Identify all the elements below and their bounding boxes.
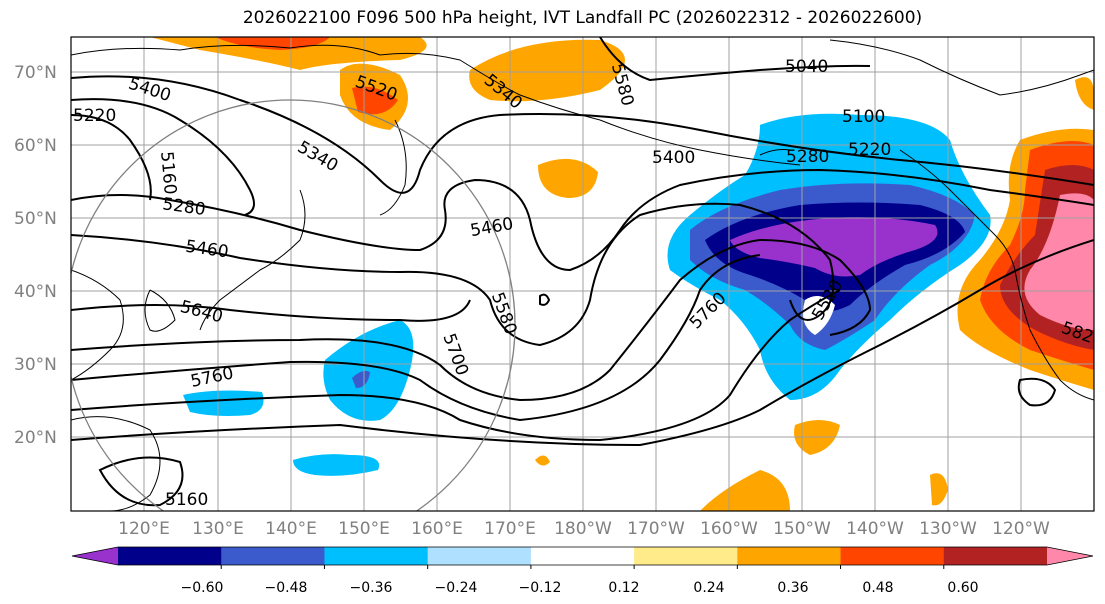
contour-label: 5220 [848,140,891,160]
lon-label: 160°E [411,519,463,539]
graticule [71,37,1094,511]
lon-label: 120°E [118,519,170,539]
colorbar-tick-label: 0.12 [608,580,639,596]
contour-label: 5040 [785,57,828,77]
lon-label: 140°W [846,519,904,539]
lat-label: 30°N [14,355,57,375]
lon-label: 150°E [338,519,390,539]
lon-label: 180°W [554,519,612,539]
lon-label: 170°W [627,519,685,539]
map-title: 2026022100 F096 500 hPa height, IVT Land… [242,8,923,28]
colorbar-tick-labels: −0.60 −0.48 −0.36 −0.24 −0.12 0.12 0.24 … [181,580,979,596]
contour-label: 5160 [156,151,180,196]
colorbar-outline [71,546,1094,566]
lat-label: 70°N [14,63,57,83]
colorbar-swatch [634,547,738,565]
height-contours [71,37,1094,507]
map-border [70,36,1095,512]
colorbar-extend-min [72,547,118,565]
colorbar-tick-label: −0.12 [519,580,562,596]
colorbar-swatch [427,547,532,565]
contour-label: 5100 [842,107,885,127]
colorbar [71,546,1094,569]
latitude-labels: 70°N 60°N 50°N 40°N 30°N 20°N [14,63,57,448]
lon-label: 170°E [484,519,536,539]
lon-label: 140°E [265,519,317,539]
lat-label: 60°N [14,136,57,156]
lon-label: 160°W [700,519,758,539]
colorbar-tick-label: −0.60 [181,580,224,596]
colorbar-extend-max [1047,547,1093,565]
colorbar-swatch [737,547,842,565]
longitude-labels: 120°E 130°E 140°E 150°E 160°E 170°E 180°… [118,519,1050,539]
lon-label: 130°W [919,519,977,539]
colorbar-tick-label: 0.60 [947,580,978,596]
colorbar-tick-label: −0.48 [265,580,308,596]
colorbar-swatch [221,547,325,565]
contour-label: 5280 [786,147,829,167]
colorbar-swatch [840,547,945,565]
colorbar-tick-label: −0.24 [435,580,478,596]
colorbar-tick-label: 0.24 [693,580,724,596]
lat-label: 40°N [14,282,57,302]
colorbar-swatch [943,547,1048,565]
contour-label: 5400 [652,148,695,168]
colorbar-swatch [324,547,429,565]
contour-label: 5220 [73,106,116,126]
colorbar-tick-label: 0.48 [862,580,893,596]
lon-label: 130°E [192,519,244,539]
colorbar-tick-label: −0.36 [350,580,393,596]
colorbar-swatch [118,547,222,565]
lon-label: 120°W [992,519,1050,539]
lat-label: 20°N [14,428,57,448]
lon-label: 150°W [773,519,831,539]
lat-label: 50°N [14,209,57,229]
colorbar-swatch [530,547,635,565]
range-circle [71,99,516,511]
colorbar-tick-label: 0.36 [777,580,808,596]
contour-label: 5160 [165,490,208,510]
